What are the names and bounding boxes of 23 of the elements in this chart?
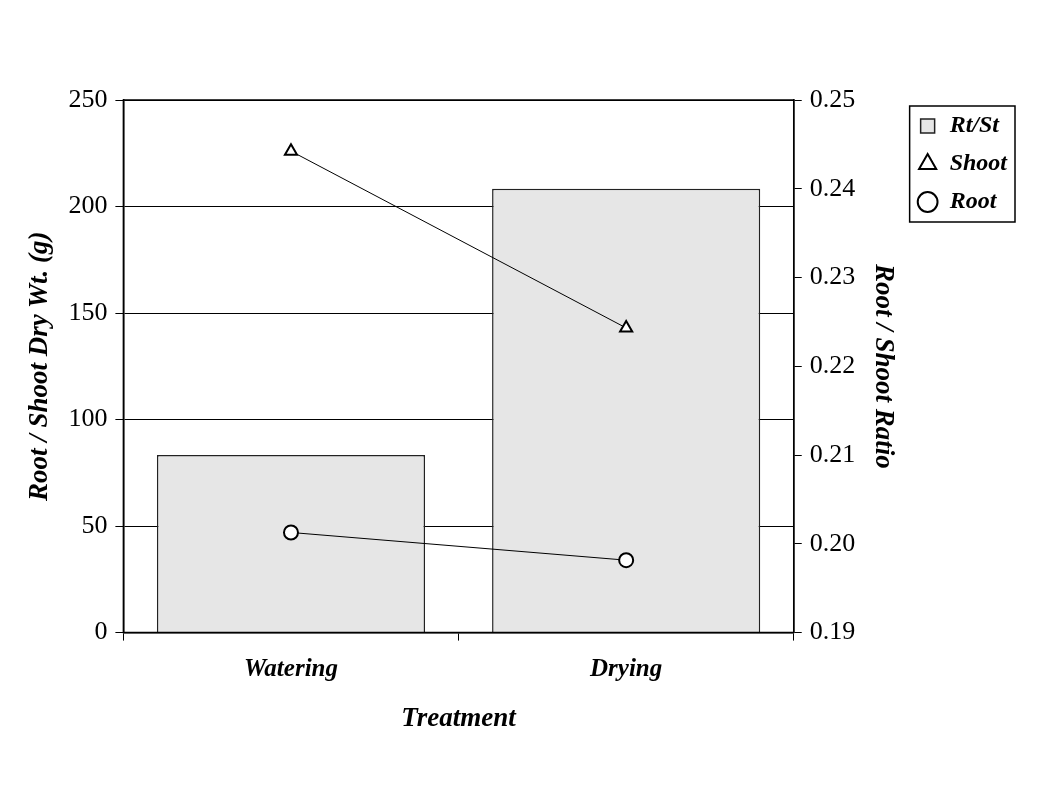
y2-tick-label: 0.20 <box>809 527 856 557</box>
y2-axis-title: Root / Shoot Ratio <box>870 262 901 469</box>
y2-tick-label: 0.24 <box>809 172 856 202</box>
y-tick-label: 0 <box>94 616 108 646</box>
y-tick-label: 50 <box>81 509 108 539</box>
y2-tick-label: 0.25 <box>809 83 856 113</box>
y-tick-label: 200 <box>68 190 108 220</box>
x-tick-label: Watering <box>243 654 338 682</box>
y2-tick-label: 0.23 <box>809 261 856 291</box>
y2-tick-label: 0.22 <box>809 350 856 380</box>
x-axis-title: Treatment <box>401 701 518 732</box>
legend-label: Shoot <box>949 149 1009 176</box>
y-tick-label: 150 <box>68 296 108 326</box>
y2-tick-label: 0.21 <box>809 438 856 468</box>
legend-label: Rt/St <box>948 111 1001 138</box>
point <box>618 552 635 569</box>
y2-tick-label: 0.19 <box>809 616 856 646</box>
legend-label: Root <box>948 187 998 214</box>
point <box>282 524 299 541</box>
y-tick-label: 250 <box>68 83 108 113</box>
y-axis-title: Root / Shoot Dry Wt. (g) <box>23 231 54 503</box>
y-tick-label: 100 <box>68 403 108 433</box>
x-tick-label: Drying <box>589 654 663 682</box>
